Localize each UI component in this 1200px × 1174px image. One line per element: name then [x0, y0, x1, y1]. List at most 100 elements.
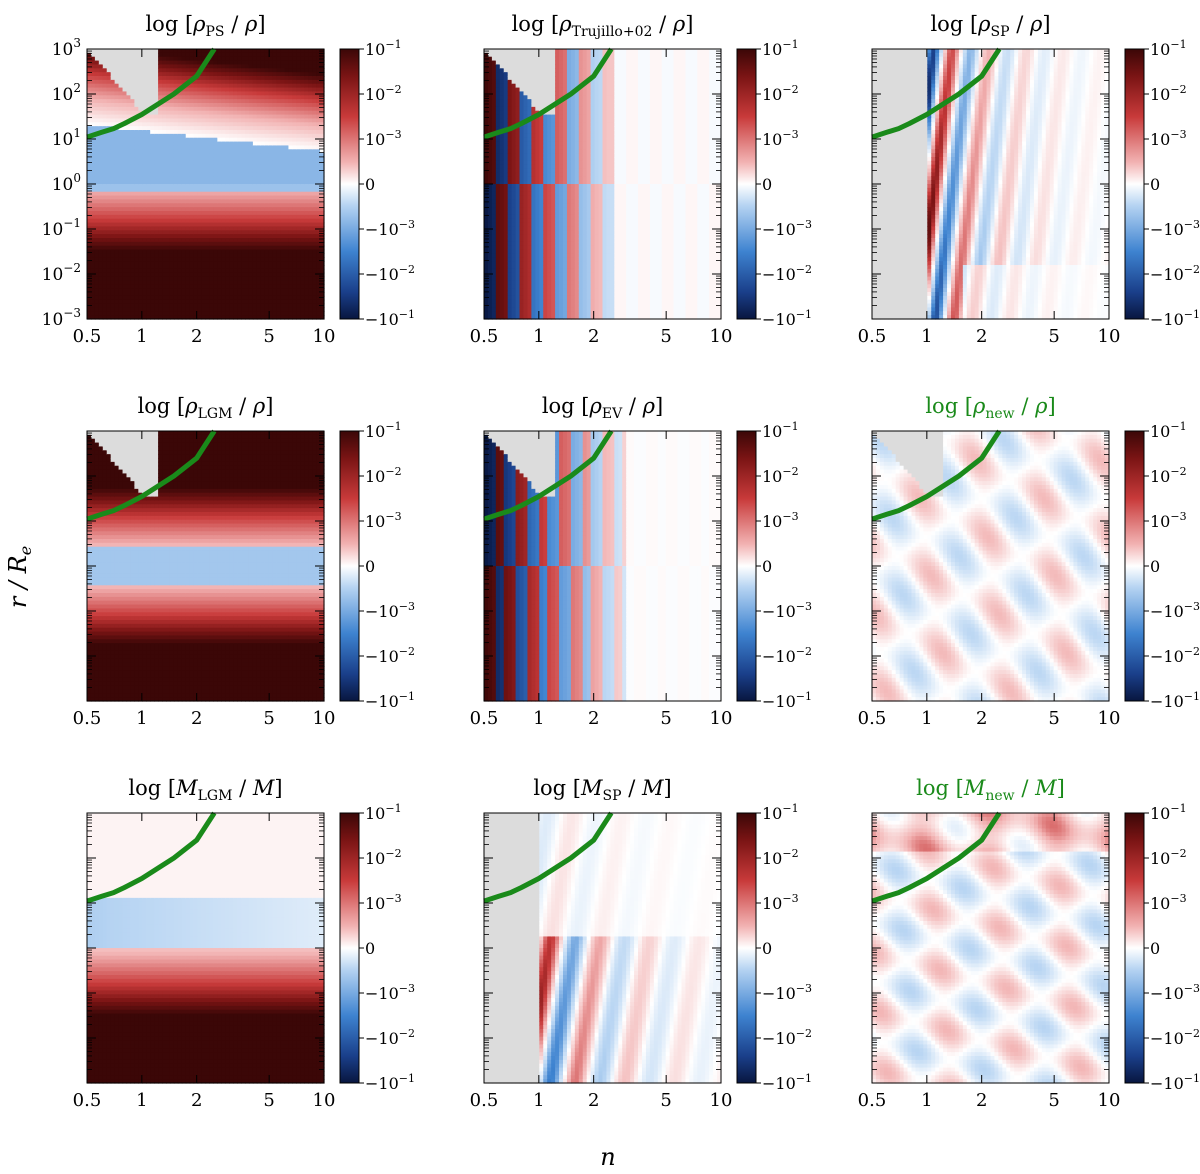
heatmap-cell — [245, 203, 250, 207]
heatmap-cell — [178, 165, 183, 169]
heatmap-cell — [158, 64, 163, 68]
heatmap-cell — [202, 88, 207, 92]
heatmap-cell — [229, 269, 234, 273]
heatmap-cell — [99, 277, 104, 281]
heatmap-cell — [134, 253, 139, 257]
heatmap-cell — [253, 130, 258, 134]
heatmap-cell — [194, 64, 199, 68]
heatmap-cell — [130, 261, 135, 265]
heatmap-cell — [241, 107, 246, 111]
heatmap-cell — [186, 130, 191, 134]
heatmap-cell — [119, 230, 124, 234]
heatmap-cell — [154, 184, 159, 188]
heatmap-cell — [241, 196, 246, 200]
heatmap-cell — [107, 261, 112, 265]
heatmap-cell — [127, 238, 132, 242]
heatmap-cell — [257, 153, 262, 157]
heatmap-cell — [107, 72, 112, 76]
heatmap-cell — [119, 192, 124, 196]
heatmap-cell — [198, 142, 203, 146]
heatmap-cell — [245, 95, 250, 99]
heatmap-cell — [130, 199, 135, 203]
heatmap-cell — [107, 234, 112, 238]
heatmap-cell — [134, 142, 139, 146]
heatmap-cell — [150, 288, 155, 292]
heatmap-cell — [245, 311, 250, 315]
heatmap-cell — [225, 91, 230, 95]
heatmap-cell — [245, 107, 250, 111]
heatmap-cell — [119, 242, 124, 246]
heatmap-cell — [162, 138, 167, 142]
heatmap-cell — [99, 49, 104, 53]
heatmap-cell — [221, 234, 226, 238]
heatmap-cell — [178, 61, 183, 65]
heatmap-cell — [237, 230, 242, 234]
heatmap-cell — [194, 277, 199, 281]
heatmap-cell — [253, 284, 258, 288]
heatmap-cell — [127, 277, 132, 281]
heatmap-cell — [178, 296, 183, 300]
heatmap-cell — [146, 219, 151, 223]
heatmap-cell — [95, 84, 100, 88]
heatmap-cell — [194, 88, 199, 92]
heatmap-cell — [170, 161, 175, 165]
heatmap-cell — [154, 138, 159, 142]
heatmap-cell — [253, 180, 258, 184]
heatmap-cell — [119, 64, 124, 68]
heatmap-cell — [87, 277, 92, 281]
heatmap-cell — [221, 257, 226, 261]
heatmap-cell — [138, 203, 143, 207]
heatmap-cell — [146, 215, 151, 219]
heatmap-cell — [241, 64, 246, 68]
heatmap-cell — [182, 49, 187, 53]
heatmap-cell — [142, 99, 147, 103]
heatmap-cell — [115, 246, 120, 250]
heatmap-cell — [194, 304, 199, 308]
heatmap-cell — [130, 253, 135, 257]
heatmap-cell — [209, 196, 214, 200]
heatmap-cell — [154, 126, 159, 130]
heatmap-cell — [170, 280, 175, 284]
heatmap-cell — [158, 242, 163, 246]
heatmap-cell — [111, 242, 116, 246]
heatmap-cell — [245, 280, 250, 284]
heatmap-cell — [245, 49, 250, 53]
heatmap-cell — [249, 130, 254, 134]
heatmap-cell — [174, 49, 179, 53]
heatmap-cell — [154, 49, 159, 53]
heatmap-cell — [182, 57, 187, 61]
heatmap-cell — [146, 184, 151, 188]
heatmap-cell — [213, 215, 218, 219]
heatmap-cell — [253, 192, 258, 196]
heatmap-cell — [127, 207, 132, 211]
heatmap-cell — [123, 91, 128, 95]
heatmap-cell — [229, 304, 234, 308]
heatmap-cell — [107, 230, 112, 234]
heatmap-cell — [130, 68, 135, 72]
heatmap-cell — [130, 169, 135, 173]
heatmap-cell — [206, 118, 211, 122]
heatmap-cell — [154, 273, 159, 277]
heatmap-cell — [123, 234, 128, 238]
heatmap-cell — [146, 68, 151, 72]
heatmap-cell — [107, 192, 112, 196]
heatmap-cell — [245, 184, 250, 188]
heatmap-cell — [158, 115, 163, 119]
heatmap-cell — [229, 64, 234, 68]
heatmap-cell — [130, 215, 135, 219]
heatmap-cell — [142, 172, 147, 176]
heatmap-cell — [253, 230, 258, 234]
heatmap-cell — [138, 192, 143, 196]
heatmap-cell — [245, 288, 250, 292]
heatmap-cell — [87, 176, 92, 180]
heatmap-cell — [202, 304, 207, 308]
heatmap-cell — [237, 207, 242, 211]
heatmap-cell — [130, 103, 135, 107]
heatmap-cell — [134, 307, 139, 311]
heatmap-cell — [127, 234, 132, 238]
heatmap-cell — [103, 277, 108, 281]
heatmap-cell — [115, 165, 120, 169]
heatmap-cell — [146, 84, 151, 88]
heatmap-cell — [186, 115, 191, 119]
heatmap-cell — [229, 180, 234, 184]
